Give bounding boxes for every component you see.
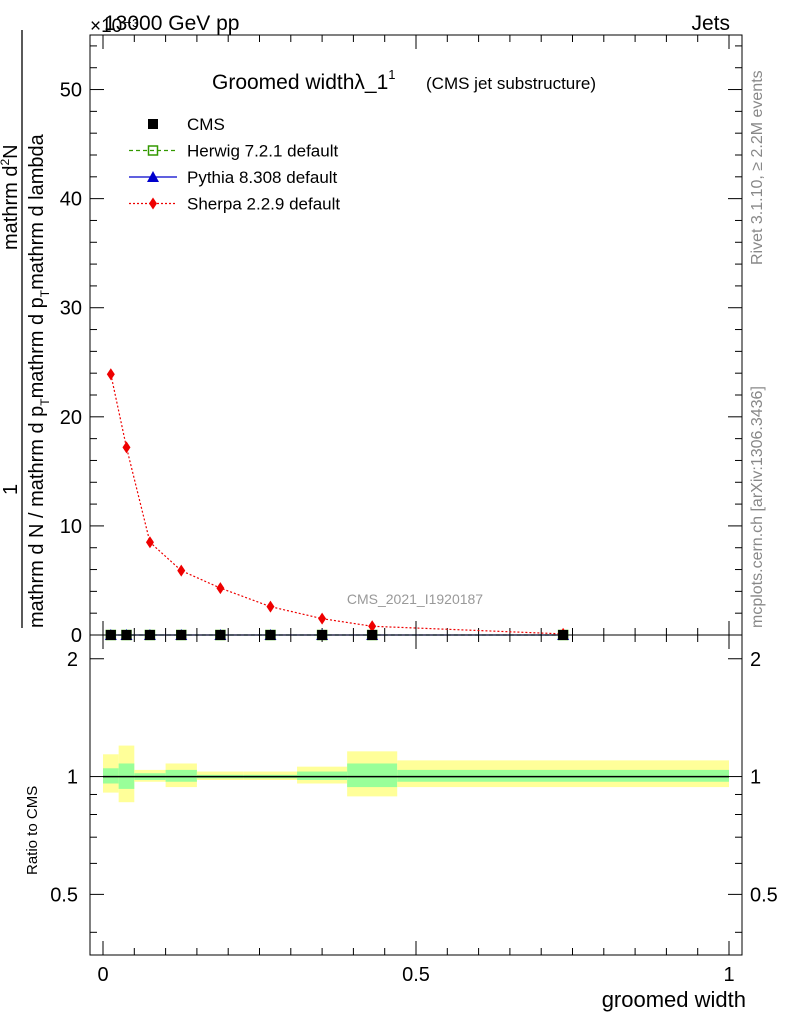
ratio-ytick-label: 1	[67, 767, 78, 789]
ylabel-denominator: mathrm d N / mathrm d pTmathrm d pTmathr…	[26, 133, 52, 628]
ylabel-prefix-one: 1	[0, 484, 22, 495]
legend-marker-sherpa-2-2-9-default	[149, 197, 157, 210]
ratio-frame	[89, 634, 743, 956]
point-sherpa-2-2-9-default	[318, 612, 327, 625]
point-sherpa-2-2-9-default	[122, 441, 131, 454]
analysis-watermark: CMS_2021_I1920187	[347, 591, 483, 607]
ylabel-den-sub2: T	[38, 289, 52, 297]
legend-marker-pythia-8-308-default	[147, 171, 159, 182]
legend-label-cms: CMS	[187, 115, 225, 134]
legend: CMS Herwig 7.2.1 default Pythia 8.308 defa…	[129, 115, 340, 214]
legend-marker-herwig-7-2-1-default	[147, 145, 159, 156]
legend-label-pythia-8-308-default: Pythia 8.308 default	[187, 168, 338, 187]
main-ytick-label: 50	[60, 80, 82, 102]
ratio-xtick-label: 0.5	[402, 964, 430, 986]
ratio-ylabel: Ratio to CMS	[24, 786, 41, 875]
main-ytick-label: 0	[71, 625, 82, 647]
legend-marker-cms	[148, 119, 158, 129]
ylabel-num-top: mathrm d	[0, 166, 22, 250]
point-sherpa-2-2-9-default	[368, 620, 377, 633]
ratio-ytick-label: 2	[67, 649, 78, 671]
x-axis-label: groomed width	[602, 987, 746, 1012]
ratio-xtick-label: 0	[97, 964, 108, 986]
ratio-xtick-label: 1	[723, 964, 734, 986]
point-sherpa-2-2-9-default	[216, 582, 225, 595]
ratio-ytick-label: 0.5	[50, 884, 78, 906]
chart-title: Groomed widthλ_11	[212, 67, 396, 94]
energy-label: 13000 GeV pp	[104, 12, 239, 35]
ratio-bands	[103, 745, 729, 803]
ratio-panel: 0.5 0.51 12 2 0 0.5 1	[50, 634, 778, 986]
ylabel-den-right: mathrm d lambda	[26, 133, 48, 289]
chart-title-main: Groomed widthλ_1	[212, 71, 388, 94]
ratio-ytick-label-right: 1	[750, 767, 761, 789]
ylabel-num-n: N	[0, 144, 22, 158]
point-sherpa-2-2-9-default	[145, 536, 154, 549]
ylabel-numerator: mathrm d2N	[0, 144, 22, 250]
mcplots-label: mcplots.cern.ch [arXiv:1306.3436]	[749, 386, 766, 628]
main-ytick-label: 10	[60, 516, 82, 538]
ylabel-den-sub1: T	[38, 398, 52, 406]
point-sherpa-2-2-9-default	[177, 564, 186, 577]
chart-title-sup: 1	[388, 67, 395, 82]
ratio-x-ticks: 0 0.5 1	[97, 635, 735, 986]
ylabel-den-left: mathrm d N / mathrm d p	[26, 406, 48, 628]
main-x-ticks	[102, 35, 730, 635]
rivet-label: Rivet 3.1.10, ≥ 2.2M events	[749, 70, 766, 265]
ratio-ytick-label-right: 2	[750, 649, 761, 671]
category-label: Jets	[691, 12, 730, 35]
ratio-y-ticks: 0.5 0.5 1 1 2 2	[50, 649, 778, 933]
main-y-ticks: 0 10 20 30 40 50	[60, 45, 742, 647]
point-sherpa-2-2-9-default	[266, 600, 275, 613]
main-series	[104, 368, 570, 641]
point-sherpa-2-2-9-default	[106, 368, 115, 381]
ratio-inner-band	[297, 771, 348, 780]
y-exponent-label: ×10⁻³	[90, 16, 139, 37]
main-panel: 0 10 20 30 40 50	[60, 34, 743, 647]
legend-label-herwig-7-2-1-default: Herwig 7.2.1 default	[187, 142, 338, 161]
chart-subtitle: (CMS jet substructure)	[426, 74, 596, 93]
ylabel-den-mid: mathrm d p	[26, 297, 48, 398]
main-ytick-label: 20	[60, 407, 82, 429]
series-line-sherpa-2-2-9-default	[110, 374, 564, 635]
legend-label-sherpa-2-2-9-default: Sherpa 2.2.9 default	[187, 195, 340, 214]
ratio-ytick-label-right: 0.5	[750, 884, 778, 906]
ylabel-num-sup: 2	[0, 159, 12, 166]
ratio-inner-band	[347, 763, 398, 788]
main-ylabel: 1 mathrm d2N mathrm d N / mathrm d pTmat…	[0, 30, 52, 628]
main-ytick-label: 30	[60, 298, 82, 320]
main-ytick-label: 40	[60, 189, 82, 211]
